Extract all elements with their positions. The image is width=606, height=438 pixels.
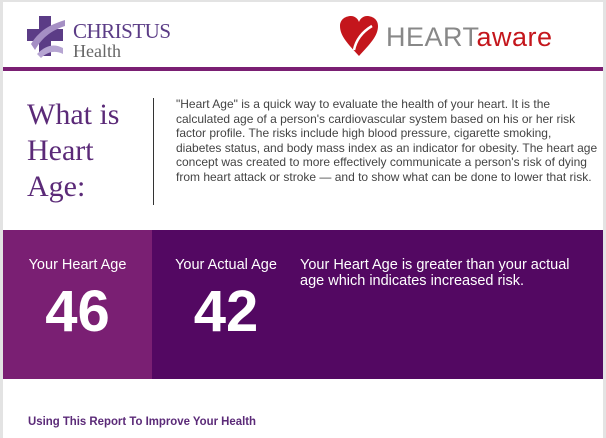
- heart-age-label: Your Heart Age: [28, 257, 127, 273]
- heartaware-wordmark: HEARTaware: [386, 22, 553, 52]
- christus-cross-icon: [27, 16, 65, 58]
- actual-age-label: Your Actual Age: [175, 257, 277, 273]
- intro-divider: [153, 98, 154, 205]
- actual-age-value: 42: [193, 279, 259, 344]
- report-page: CHRISTUS Health HEARTaware What is Heart…: [3, 2, 603, 438]
- section-heading: Using This Report To Improve Your Health: [28, 414, 257, 428]
- risk-message: Your Heart Age is greater than your actu…: [300, 257, 570, 289]
- christus-wordmark: CHRISTUS: [73, 19, 171, 43]
- heart-icon: [340, 16, 378, 56]
- header-divider: [3, 67, 603, 71]
- christus-health-logo: CHRISTUS Health: [27, 14, 187, 61]
- heart-age-panel: Your Heart Age 46: [3, 230, 152, 379]
- heart-age-results: Your Heart Age 46 Your Actual Age 42 You…: [3, 230, 603, 379]
- heartaware-logo: HEARTaware: [340, 16, 580, 60]
- intro-body: "Heart Age" is a quick way to evaluate t…: [176, 97, 598, 184]
- heart-age-value: 46: [45, 279, 110, 344]
- intro-title: What is Heart Age:: [27, 98, 120, 203]
- health-wordmark: Health: [73, 41, 121, 61]
